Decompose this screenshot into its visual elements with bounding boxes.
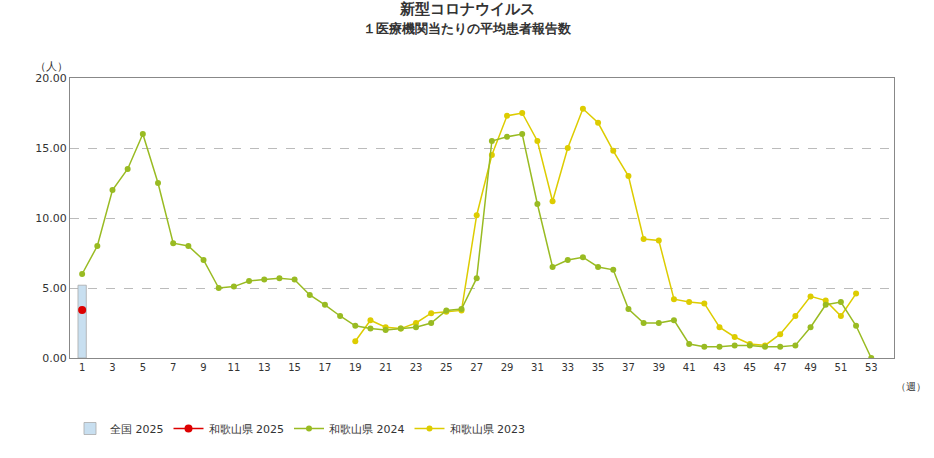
svg-text:1: 1 bbox=[79, 362, 85, 373]
svg-text:27: 27 bbox=[470, 362, 483, 373]
svg-text:新型コロナウイルス１医療機関当たりの平均患者報告数: 新型コロナウイルス１医療機関当たりの平均患者報告数 bbox=[363, 0, 572, 36]
svg-text:13: 13 bbox=[258, 362, 271, 373]
svg-text:45: 45 bbox=[743, 362, 756, 373]
svg-text:15.00: 15.00 bbox=[35, 142, 67, 155]
svg-text:5: 5 bbox=[140, 362, 146, 373]
svg-text:7: 7 bbox=[170, 362, 176, 373]
svg-text:23: 23 bbox=[410, 362, 423, 373]
svg-text:20.00: 20.00 bbox=[35, 72, 67, 85]
svg-text:43: 43 bbox=[713, 362, 726, 373]
svg-text:3: 3 bbox=[109, 362, 115, 373]
svg-text:21: 21 bbox=[379, 362, 392, 373]
svg-text:和歌山県 2024: 和歌山県 2024 bbox=[329, 423, 405, 436]
svg-text:47: 47 bbox=[774, 362, 787, 373]
svg-text:全国 2025: 全国 2025 bbox=[110, 423, 164, 436]
svg-text:17: 17 bbox=[319, 362, 332, 373]
svg-text:和歌山県 2023: 和歌山県 2023 bbox=[450, 423, 526, 436]
svg-text:5.00: 5.00 bbox=[42, 282, 67, 295]
svg-text:31: 31 bbox=[531, 362, 544, 373]
svg-text:37: 37 bbox=[622, 362, 635, 373]
svg-text:（週）: （週） bbox=[896, 381, 926, 392]
svg-text:（人）: （人） bbox=[35, 60, 68, 73]
svg-text:0.00: 0.00 bbox=[42, 352, 67, 365]
svg-text:49: 49 bbox=[804, 362, 817, 373]
svg-text:53: 53 bbox=[865, 362, 878, 373]
svg-text:29: 29 bbox=[501, 362, 514, 373]
svg-text:和歌山県 2025: 和歌山県 2025 bbox=[209, 423, 285, 436]
svg-text:11: 11 bbox=[228, 362, 241, 373]
svg-text:15: 15 bbox=[288, 362, 301, 373]
svg-text:10.00: 10.00 bbox=[35, 212, 67, 225]
svg-text:41: 41 bbox=[683, 362, 696, 373]
svg-text:51: 51 bbox=[835, 362, 848, 373]
svg-text:33: 33 bbox=[561, 362, 574, 373]
svg-text:35: 35 bbox=[592, 362, 605, 373]
svg-text:19: 19 bbox=[349, 362, 362, 373]
svg-text:9: 9 bbox=[200, 362, 206, 373]
svg-text:39: 39 bbox=[652, 362, 665, 373]
svg-text:25: 25 bbox=[440, 362, 453, 373]
